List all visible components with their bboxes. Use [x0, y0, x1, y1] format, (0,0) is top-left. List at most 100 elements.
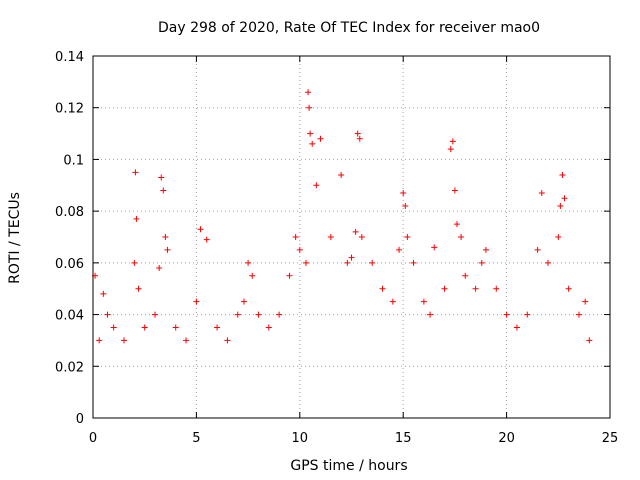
data-point	[214, 324, 221, 331]
data-point	[379, 285, 386, 292]
data-point	[451, 187, 458, 194]
data-point	[402, 202, 409, 209]
data-point	[133, 215, 140, 222]
data-point	[255, 311, 262, 318]
data-point	[354, 130, 361, 137]
data-point	[160, 187, 167, 194]
data-point	[400, 190, 407, 197]
data-point	[534, 246, 541, 253]
data-point	[104, 311, 111, 318]
data-point	[203, 236, 210, 243]
data-point	[482, 246, 489, 253]
data-point	[132, 169, 139, 176]
data-point	[344, 259, 351, 266]
data-points	[92, 89, 593, 344]
x-tick-label: 10	[292, 431, 309, 446]
data-point	[309, 140, 316, 147]
data-point	[544, 259, 551, 266]
data-point	[265, 324, 272, 331]
data-point	[234, 311, 241, 318]
y-tick-label: 0.14	[55, 50, 84, 65]
data-point	[441, 285, 448, 292]
data-point	[197, 226, 204, 233]
y-tick-label: 0.1	[63, 153, 84, 168]
y-tick-label: 0.06	[55, 257, 84, 272]
data-point	[565, 285, 572, 292]
data-point	[582, 298, 589, 305]
data-point	[224, 337, 231, 344]
data-point	[249, 272, 256, 279]
data-point	[427, 311, 434, 318]
data-point	[524, 311, 531, 318]
data-point	[100, 290, 107, 297]
data-point	[478, 259, 485, 266]
data-point	[503, 311, 510, 318]
data-point	[352, 228, 359, 235]
data-point	[431, 244, 438, 251]
data-point	[575, 311, 582, 318]
data-point	[313, 182, 320, 189]
x-tick-label: 15	[395, 431, 412, 446]
data-point	[305, 89, 312, 96]
data-point	[172, 324, 179, 331]
data-point	[286, 272, 293, 279]
data-point	[152, 311, 159, 318]
data-point	[303, 259, 310, 266]
data-point	[292, 234, 299, 240]
data-point	[586, 337, 593, 344]
data-point	[276, 311, 283, 318]
ticks: 0 5 10 15 20 25 0 0.02 0.04 0.06 0.08 0.1 0.12 0.14	[55, 50, 618, 446]
data-point	[472, 285, 479, 292]
data-point	[493, 285, 500, 292]
data-point	[307, 130, 314, 137]
data-point	[458, 234, 465, 240]
data-point	[358, 234, 365, 240]
data-point	[156, 265, 163, 272]
data-point	[356, 135, 363, 142]
x-tick-label: 25	[602, 431, 619, 446]
data-point	[164, 246, 171, 253]
data-point	[141, 324, 148, 331]
data-point	[110, 324, 117, 331]
data-point	[96, 337, 103, 344]
y-tick-label: 0.02	[55, 360, 84, 375]
data-point	[389, 298, 396, 305]
data-point	[327, 234, 334, 240]
data-point	[193, 298, 200, 305]
chart-title: Day 298 of 2020, Rate Of TEC Index for r…	[158, 20, 540, 36]
data-point	[410, 259, 417, 266]
data-point	[538, 190, 545, 197]
data-point	[396, 246, 403, 253]
y-axis-title: ROTI / TECUs	[7, 192, 23, 284]
data-point	[183, 337, 190, 344]
data-point	[561, 195, 568, 202]
data-point	[338, 171, 345, 178]
data-point	[557, 202, 564, 209]
data-point	[447, 146, 454, 153]
data-point	[296, 246, 303, 253]
x-tick-label: 5	[192, 431, 200, 446]
data-point	[513, 324, 520, 331]
data-point	[131, 259, 138, 266]
data-point	[559, 171, 566, 178]
plot-frame	[92, 55, 611, 419]
data-point	[462, 272, 469, 279]
data-point	[162, 234, 169, 240]
data-point	[240, 298, 247, 305]
data-point	[306, 104, 313, 111]
data-point	[420, 298, 427, 305]
data-point	[453, 221, 460, 228]
data-point	[245, 259, 252, 266]
y-tick-label: 0	[76, 412, 84, 427]
x-tick-label: 20	[498, 431, 515, 446]
data-point	[348, 254, 355, 261]
data-point	[404, 234, 411, 240]
y-tick-label: 0.04	[55, 309, 84, 324]
grid	[93, 56, 610, 418]
data-point	[121, 337, 128, 344]
x-axis-title: GPS time / hours	[290, 458, 407, 474]
y-tick-label: 0.12	[55, 102, 84, 117]
y-tick-label: 0.08	[55, 205, 84, 220]
